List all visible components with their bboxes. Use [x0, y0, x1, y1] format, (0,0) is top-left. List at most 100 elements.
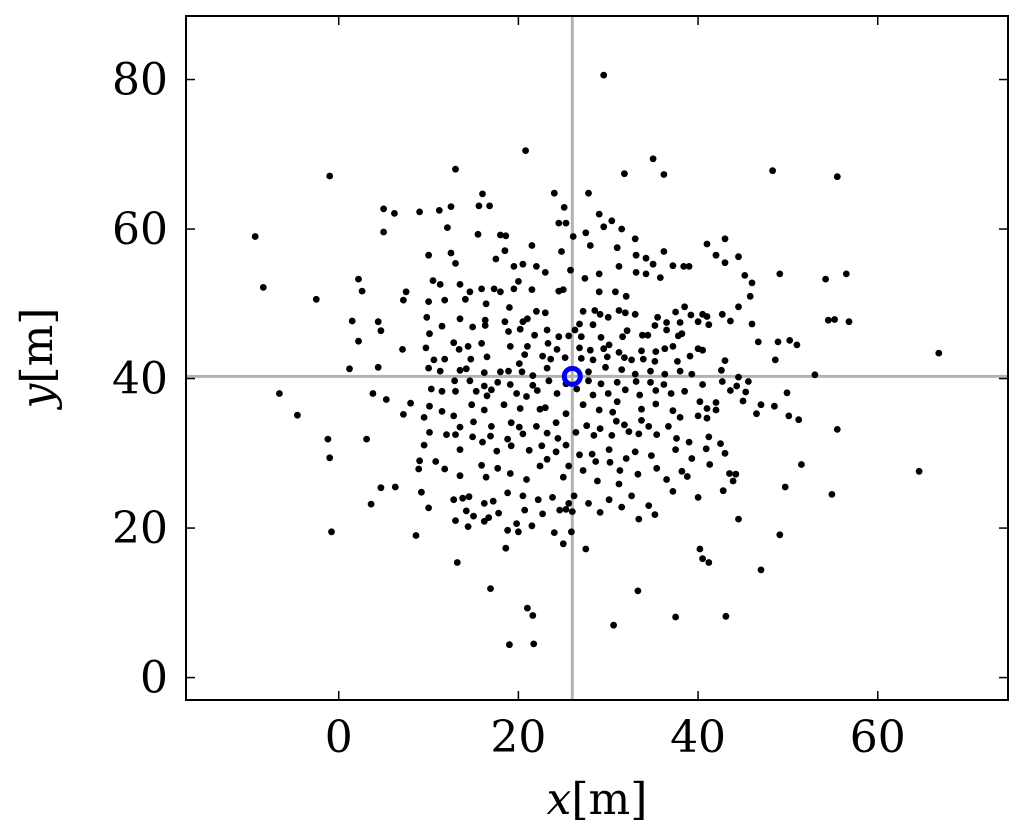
scatter-point — [660, 381, 668, 388]
scatter-point — [769, 167, 776, 175]
scatter-point — [694, 412, 702, 420]
scatter-point — [757, 566, 765, 574]
scatter-point — [529, 381, 537, 389]
scatter-point — [452, 387, 459, 395]
scatter-point — [558, 248, 565, 255]
scatter-point — [492, 255, 500, 263]
scatter-point — [589, 321, 597, 329]
scatter-point — [522, 147, 529, 155]
scatter-point — [669, 343, 677, 350]
scatter-point — [579, 401, 587, 409]
scatter-point — [735, 515, 742, 523]
scatter-point — [425, 251, 432, 259]
scatter-point — [436, 281, 444, 288]
scatter-point — [259, 284, 267, 291]
scatter-point — [604, 313, 612, 321]
scatter-point — [915, 467, 923, 475]
scatter-point — [694, 318, 702, 326]
scatter-point — [363, 435, 370, 443]
scatter-point — [456, 446, 464, 453]
scatter-point — [500, 401, 508, 409]
scatter-point — [441, 465, 449, 473]
scatter-point — [391, 483, 399, 491]
scatter-point — [534, 496, 542, 504]
scatter-point — [464, 523, 472, 530]
scatter-point — [541, 404, 549, 412]
scatter-point — [663, 319, 670, 326]
scatter-point — [576, 344, 583, 352]
scatter-point — [702, 445, 710, 453]
scatter-point — [632, 378, 640, 385]
scatter-point — [639, 331, 646, 339]
scatter-point — [719, 487, 727, 495]
scatter-point — [845, 318, 853, 326]
scatter-point — [346, 365, 353, 373]
x-axis-ticks: 0 20 40 60 — [325, 16, 906, 763]
scatter-point — [518, 368, 526, 376]
scatter-point — [489, 497, 497, 505]
scatter-point — [455, 346, 463, 353]
scatter-point — [712, 406, 720, 414]
scatter-point — [501, 247, 509, 255]
scatter-point — [369, 390, 377, 397]
scatter-point — [645, 423, 653, 430]
scatter-point — [425, 364, 432, 372]
scatter-point — [494, 378, 502, 386]
scatter-point — [654, 313, 661, 321]
scatter-point — [649, 260, 657, 268]
y-tick-label: 60 — [112, 204, 168, 255]
scatter-point — [783, 389, 791, 397]
scatter-point — [543, 455, 551, 463]
scatter-point — [251, 233, 259, 240]
scatter-point — [486, 202, 493, 210]
scatter-point — [590, 432, 598, 439]
scatter-point — [326, 454, 334, 462]
scatter-point — [703, 414, 711, 422]
scatter-point — [348, 317, 356, 325]
scatter-point — [324, 435, 332, 443]
scatter-point — [618, 225, 626, 233]
scatter-point — [559, 286, 567, 293]
scatter-point — [504, 526, 511, 534]
scatter-point — [560, 204, 568, 211]
scatter-point — [533, 423, 540, 430]
scatter-point — [507, 419, 515, 427]
y-axis-unit: [m] — [12, 308, 63, 384]
scatter-point — [696, 545, 704, 553]
scatter-point — [703, 405, 711, 412]
scatter-point — [456, 281, 464, 288]
scatter-point — [735, 303, 742, 311]
scatter-point — [663, 476, 670, 483]
scatter-point — [600, 71, 608, 79]
scatter-point — [400, 411, 407, 418]
scatter-point — [636, 391, 644, 399]
scatter-point — [495, 509, 502, 517]
scatter-point — [521, 506, 529, 514]
scatter-point — [613, 378, 621, 386]
scatter-point — [652, 400, 660, 408]
scatter-point — [533, 307, 540, 315]
scatter-point — [276, 390, 283, 397]
scatter-point — [380, 228, 387, 236]
scatter-point — [480, 369, 488, 376]
scatter-point — [678, 467, 686, 475]
scatter-point — [748, 279, 756, 287]
scatter-point — [536, 405, 544, 413]
scatter-point — [502, 544, 510, 552]
scatter-point — [550, 189, 558, 197]
scatter-point — [585, 377, 592, 385]
crosshair — [186, 16, 1008, 700]
scatter-point — [377, 327, 385, 335]
scatter-point — [469, 433, 476, 441]
scatter-point — [452, 431, 459, 438]
scatter-point — [608, 217, 616, 225]
scatter-point — [786, 337, 794, 344]
scatter-point — [497, 231, 504, 239]
scatter-point — [588, 450, 596, 458]
scatter-point — [444, 224, 451, 232]
scatter-point — [543, 364, 551, 372]
highlight-marker — [561, 365, 583, 387]
scatter-point — [462, 295, 469, 303]
scatter-point — [481, 322, 489, 329]
scatter-point — [450, 339, 458, 347]
